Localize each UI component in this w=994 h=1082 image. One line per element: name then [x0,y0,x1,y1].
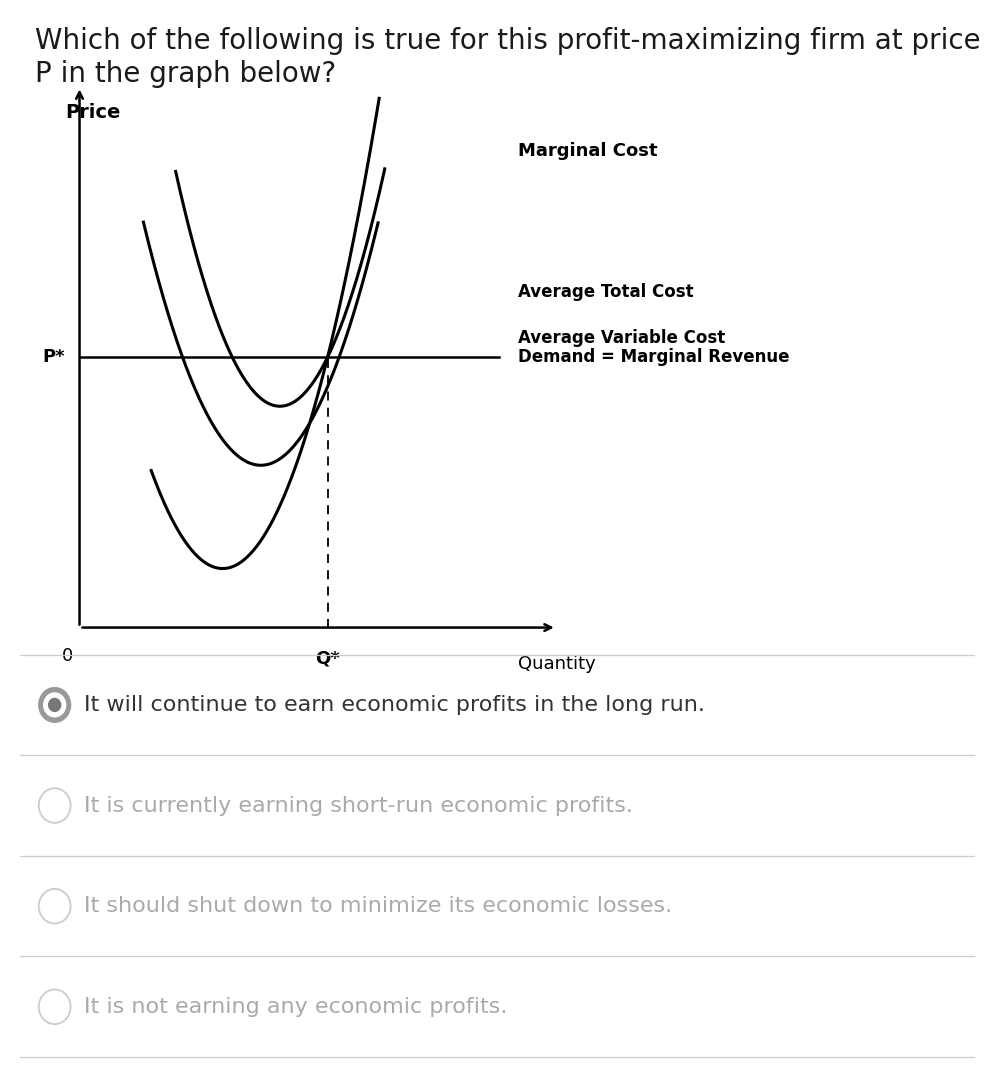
Text: Price: Price [66,103,120,122]
Text: Average Variable Cost: Average Variable Cost [519,329,726,347]
Text: It is currently earning short-run economic profits.: It is currently earning short-run econom… [84,795,633,816]
Text: Average Total Cost: Average Total Cost [519,283,694,301]
Text: Demand = Marginal Revenue: Demand = Marginal Revenue [519,348,790,366]
Text: It should shut down to minimize its economic losses.: It should shut down to minimize its econ… [84,896,673,916]
Text: P*: P* [43,348,66,366]
Text: 0: 0 [62,647,74,665]
Text: P in the graph below?: P in the graph below? [35,60,336,88]
Text: Quantity: Quantity [519,655,596,673]
Text: It will continue to earn economic profits in the long run.: It will continue to earn economic profit… [84,695,706,715]
Text: Marginal Cost: Marginal Cost [519,143,658,160]
Text: Q*: Q* [315,649,340,668]
Text: It is not earning any economic profits.: It is not earning any economic profits. [84,997,508,1017]
Text: Which of the following is true for this profit-maximizing firm at price: Which of the following is true for this … [35,27,980,55]
